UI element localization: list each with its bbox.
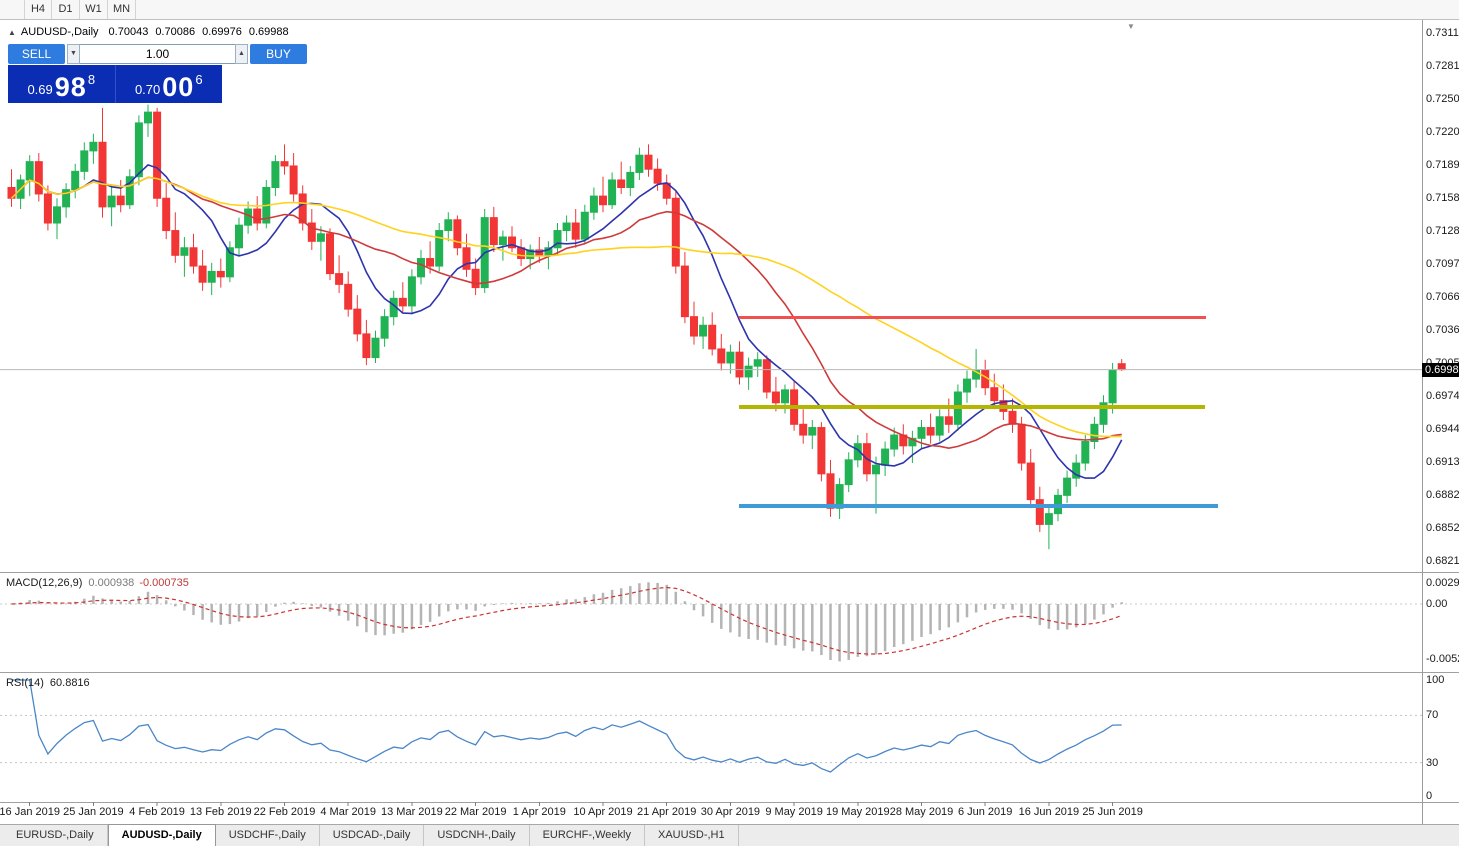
date-label[interactable]: 9 May 2019 [765,806,823,818]
date-label[interactable]: 30 Apr 2019 [700,806,761,818]
macd-scale-label: 0.00 [1426,598,1448,610]
buy-price-display[interactable]: 0.70 00 6 [114,65,223,103]
date-label[interactable]: 28 May 2019 [889,806,954,818]
date-label[interactable]: 25 Jun 2019 [1082,806,1143,818]
macd-signal-line [11,586,1122,655]
chart-tab-usdcad-daily[interactable]: USDCAD-,Daily [320,825,425,846]
timeframe-button-h4[interactable]: H4 [24,0,52,19]
volume-input[interactable] [80,44,235,64]
rsi-scale-label: 0 [1426,790,1433,802]
chart-symbol-ohlc: ▲ AUDUSD-,Daily 0.70043 0.70086 0.69976 … [8,26,296,38]
date-label[interactable]: 22 Feb 2019 [253,806,316,818]
buy-price-sup: 6 [195,72,203,87]
date-label[interactable]: 13 Feb 2019 [189,806,252,818]
volume-increment-button[interactable]: ▲ [235,44,248,64]
price-scale-label: 0.72505 [1426,93,1459,105]
rsi-scale-label: 30 [1426,757,1439,769]
ma-medium-red-line [10,176,1122,450]
macd-main-value: 0.000938 [88,577,135,589]
macd-label: MACD(12,26,9) [6,577,83,589]
price-scale-label: 0.70665 [1426,291,1459,303]
date-label[interactable]: 16 Jan 2019 [0,806,60,818]
symbol-label: AUDUSD-,Daily [20,26,99,38]
chart-tab-usdcnh-daily[interactable]: USDCNH-,Daily [424,825,530,846]
macd-scale-label: -0.005258 [1426,653,1459,665]
macd-indicator-title: MACD(12,26,9) 0.000938 -0.000735 [6,577,189,589]
chart-tab-eurchf-weekly[interactable]: EURCHF-,Weekly [530,825,645,846]
macd-scale-label: 0.002984 [1426,577,1459,589]
price-scale-label: 0.69745 [1426,390,1459,402]
rsi-scale-label: 70 [1426,709,1439,721]
buy-button[interactable]: BUY [250,44,307,64]
date-label[interactable]: 19 May 2019 [825,806,890,818]
current-price-badge: 0.69988 [1422,363,1459,377]
timeframe-button-mn[interactable]: MN [108,0,136,19]
sell-price-sup: 8 [87,72,96,87]
chart-tab-xauusd-h1[interactable]: XAUUSD-,H1 [645,825,739,846]
date-label[interactable]: 10 Apr 2019 [573,806,633,818]
macd-histogram [19,582,1123,662]
chart-tab-eurusd-daily[interactable]: EURUSD-,Daily [3,825,108,846]
one-click-collapse-icon[interactable]: ▲ [8,27,16,37]
date-label[interactable]: 16 Jun 2019 [1018,806,1080,818]
ohlc-open: 0.70043 [108,26,149,38]
sell-price-prefix: 0.69 [27,82,53,97]
date-label[interactable]: 4 Mar 2019 [320,806,377,818]
date-label[interactable]: 4 Feb 2019 [129,806,185,818]
date-label[interactable]: 13 Mar 2019 [381,806,443,818]
rsi-label: RSI(14) [6,677,44,689]
ohlc-low: 0.69976 [202,26,242,38]
buy-price-big: 00 [162,72,195,102]
sell-price-big: 98 [54,72,87,102]
chart-tabs-bar: EURUSD-,Daily AUDUSD-,Daily USDCHF-,Daily U… [0,824,1459,846]
date-label[interactable]: 25 Jan 2019 [63,806,124,818]
macd-signal-value: -0.000735 [139,577,189,589]
panel-separators [0,20,1459,824]
rsi-scale-label: 100 [1426,674,1445,686]
price-scale-label: 0.71585 [1426,192,1459,204]
date-label[interactable]: 22 Mar 2019 [444,806,507,818]
volume-control: ▼ ▲ [67,44,248,64]
sell-price-display[interactable]: 0.69 98 8 [8,65,115,103]
volume-decrement-button[interactable]: ▼ [67,44,80,64]
ohlc-high: 0.70086 [155,26,196,38]
chart-tab-audusd-daily[interactable]: AUDUSD-,Daily [107,824,216,846]
ohlc-close: 0.69988 [248,26,289,38]
ma-fast-blue-line [10,163,1123,479]
date-label[interactable]: 1 Apr 2019 [512,806,566,818]
rsi-indicator-title: RSI(14) 60.8816 [6,677,90,689]
sell-button[interactable]: SELL [8,44,65,64]
rsi-value: 60.8816 [49,677,90,689]
price-scale-label: 0.73115 [1426,27,1459,39]
price-scale-label: 0.68825 [1426,489,1459,501]
timeframe-button-w1[interactable]: W1 [80,0,108,19]
timeframe-toolbar: H4 D1 W1 MN [0,0,1459,20]
ma-slow-yellow-line [10,176,1122,438]
chart-canvas[interactable] [0,0,1459,824]
chart-tab-usdchf-daily[interactable]: USDCHF-,Daily [216,825,320,846]
date-label[interactable]: 21 Apr 2019 [637,806,697,818]
timeframe-button-d1[interactable]: D1 [52,0,80,19]
buy-price-prefix: 0.70 [134,82,161,97]
candles-layer [7,104,1126,550]
rsi-line [11,679,1122,773]
date-label[interactable]: 6 Jun 2019 [957,806,1013,818]
last-bar-marker-icon: ▼ [1127,22,1135,31]
